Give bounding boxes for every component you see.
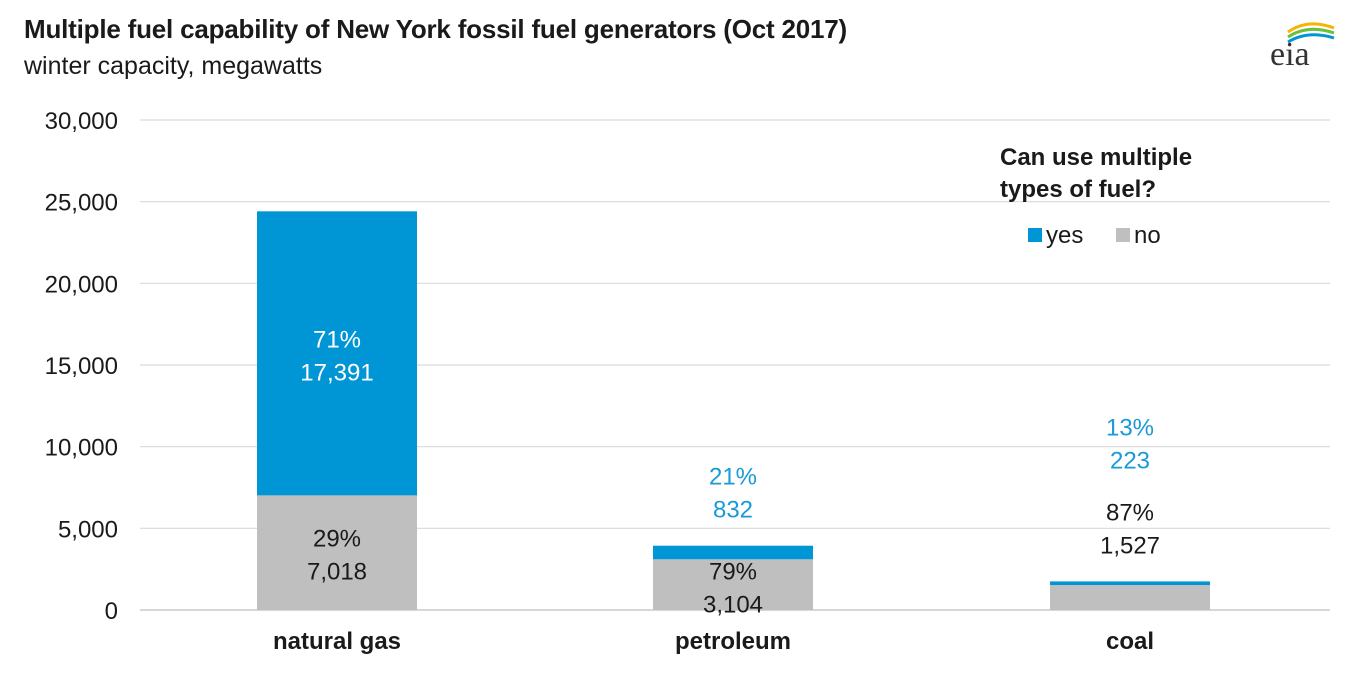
chart-title: Multiple fuel capability of New York fos… xyxy=(24,14,848,44)
legend-swatch-no xyxy=(1116,228,1131,242)
legend-item-yes: yes xyxy=(1028,222,1083,250)
y-tick-label: 15,000 xyxy=(45,353,118,380)
data-label-no: 3,104 xyxy=(703,591,763,618)
legend: yes no xyxy=(1028,222,1187,250)
data-label-no: 87% xyxy=(1106,499,1154,526)
legend-swatch-yes xyxy=(1028,228,1042,242)
bar-yes xyxy=(1050,581,1210,586)
legend-item-no: no xyxy=(1116,222,1161,250)
logo-text: eia xyxy=(1270,36,1310,70)
bar-no xyxy=(1050,585,1210,610)
bar-no xyxy=(257,495,417,610)
bar-yes xyxy=(257,211,417,496)
data-label-yes: 832 xyxy=(713,497,753,524)
chart-subtitle: winter capacity, megawatts xyxy=(24,52,323,80)
y-tick-label: 10,000 xyxy=(45,435,118,462)
legend-title: Can use multiple types of fuel? xyxy=(1000,144,1193,203)
y-tick-label: 25,000 xyxy=(45,190,118,217)
data-label-yes: 17,391 xyxy=(300,359,373,386)
y-tick-label: 30,000 xyxy=(45,108,118,135)
data-label-no: 29% xyxy=(313,526,361,553)
x-category-label: natural gas xyxy=(273,628,401,655)
data-label-yes: 223 xyxy=(1110,447,1150,474)
bar-yes xyxy=(653,545,813,560)
data-label-yes: 71% xyxy=(313,326,361,353)
data-label-no: 7,018 xyxy=(307,559,367,586)
y-tick-label: 5,000 xyxy=(58,516,118,543)
legend-label-yes: yes xyxy=(1046,222,1084,249)
x-category-label: coal xyxy=(1106,628,1154,655)
data-label-yes: 13% xyxy=(1106,414,1154,441)
data-label-yes: 21% xyxy=(709,464,757,491)
bar-no xyxy=(653,559,813,610)
y-tick-label: 20,000 xyxy=(45,271,118,298)
x-category-label: petroleum xyxy=(675,628,791,655)
y-tick-label: 0 xyxy=(105,598,118,625)
legend-label-no: no xyxy=(1134,222,1161,249)
eia-logo: eia xyxy=(1270,22,1335,70)
data-label-no: 1,527 xyxy=(1100,532,1160,559)
data-label-no: 79% xyxy=(709,558,757,585)
